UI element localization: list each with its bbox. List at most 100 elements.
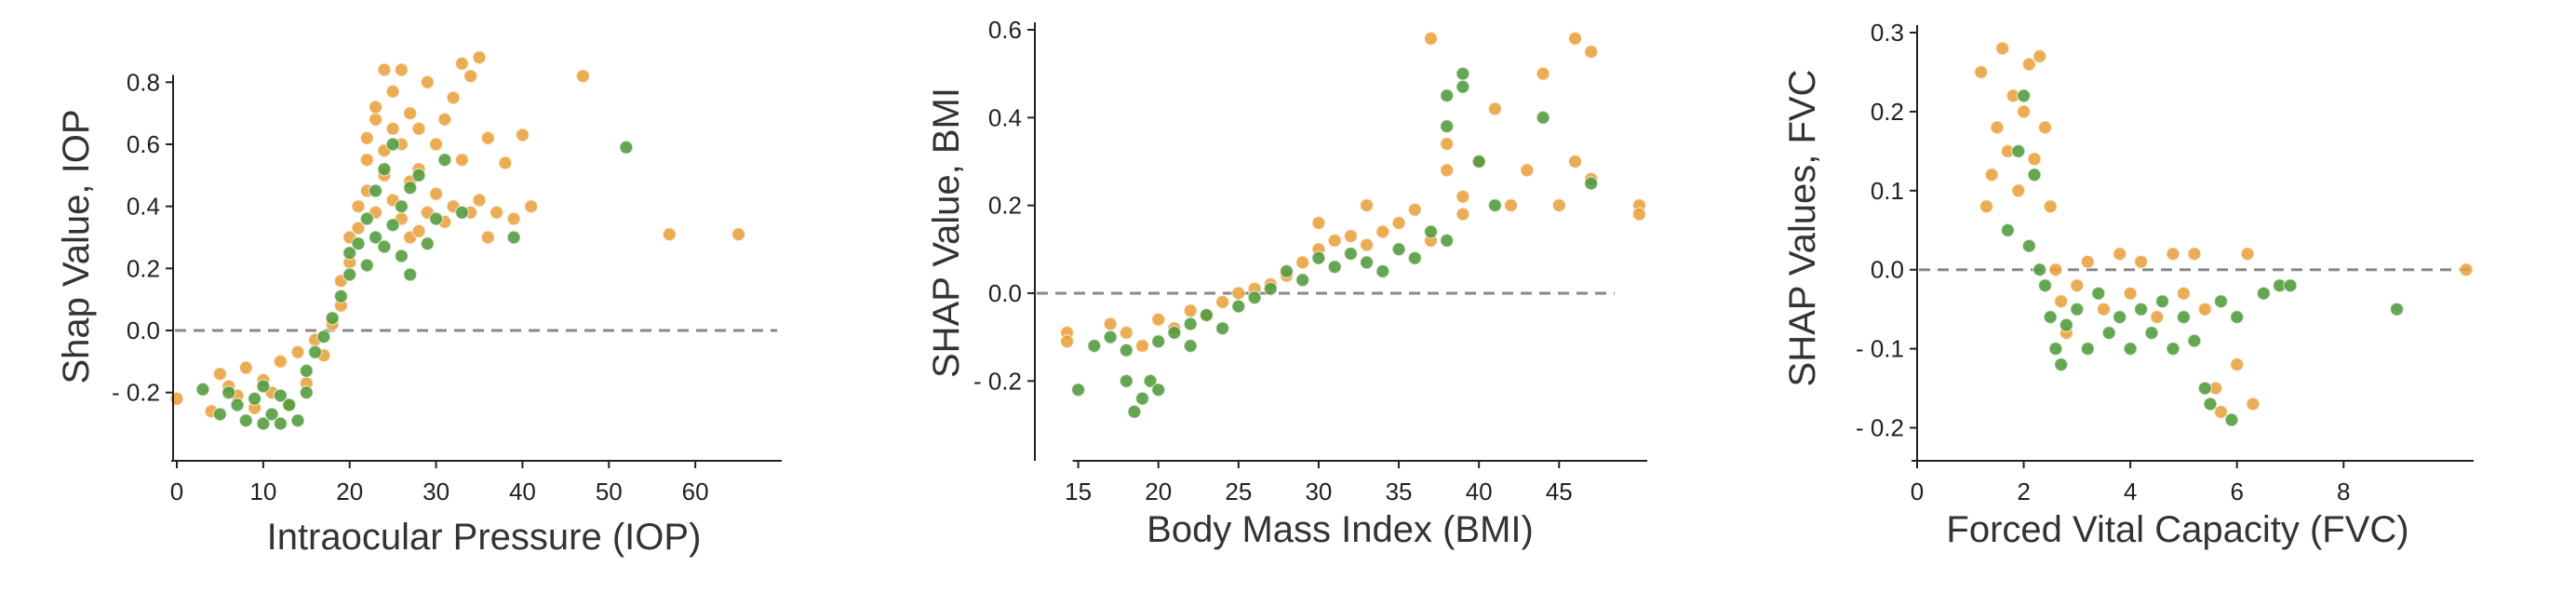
y-tick-label: 0.1 <box>1871 177 1904 205</box>
scatter-point <box>2027 168 2042 182</box>
scatter-point <box>2213 404 2229 420</box>
scatter-point <box>454 205 470 221</box>
scatter-point <box>1407 202 1423 218</box>
scatter-point <box>1487 101 1503 116</box>
scatter-point <box>428 211 444 226</box>
scatter-point <box>1456 207 1470 222</box>
scatter-point <box>454 56 470 72</box>
scatter-point <box>1471 154 1486 169</box>
y-tick-label: 0.8 <box>127 68 160 96</box>
scatter-point <box>256 379 271 394</box>
scatter-point <box>256 416 271 431</box>
x-tick-label: 15 <box>1065 478 1092 505</box>
x-tick-label: 20 <box>336 478 363 505</box>
scatter-point <box>385 137 400 152</box>
chart-panel-fvc: 0 2 4 6 8 - 0.2 - 0.1 0.0 0.1 0.2 0.3 Forced Vita… <box>1782 19 2474 550</box>
scatter-point <box>506 230 521 245</box>
scatter-point <box>247 391 262 407</box>
scatter-point <box>1567 154 1583 169</box>
x-tick-label: 4 <box>2124 478 2137 505</box>
scatter-point <box>2096 302 2112 317</box>
scatter-point <box>385 217 400 233</box>
scatter-point <box>1150 334 1166 349</box>
scatter-point <box>2091 286 2106 301</box>
scatter-point <box>1973 64 1989 80</box>
scatter-point <box>1456 189 1470 204</box>
scatter-point <box>2283 277 2298 293</box>
scatter-point <box>1423 224 1439 239</box>
scatter-point <box>2112 246 2127 262</box>
scatter-point <box>2150 309 2165 325</box>
scatter-point <box>385 121 400 137</box>
scatter-point <box>1327 259 1342 275</box>
scatter-point <box>1439 88 1455 103</box>
scatter-point <box>307 344 323 360</box>
scatter-point <box>2229 309 2245 325</box>
scatter-point <box>2459 262 2474 277</box>
scatter-point <box>1263 281 1279 296</box>
scatter-point <box>273 388 288 403</box>
scatter-point <box>1247 290 1262 305</box>
scatter-point <box>1127 404 1142 420</box>
scatter-point <box>1183 338 1198 354</box>
scatter-point <box>480 230 496 245</box>
scatter-point <box>1199 307 1214 323</box>
scatter-point <box>1231 286 1246 301</box>
scatter-point <box>1439 163 1455 178</box>
scatter-point <box>619 140 634 155</box>
scatter-point <box>342 245 357 261</box>
scatter-point <box>359 211 375 226</box>
scatter-point <box>437 112 452 128</box>
scatter-point <box>1439 118 1455 134</box>
x-tick-label: 50 <box>596 478 623 505</box>
scatter-point <box>1167 325 1182 341</box>
scatter-point <box>411 168 426 183</box>
scatter-point <box>2053 293 2069 309</box>
scatter-point <box>1423 31 1439 47</box>
x-axis-label: Intraocular Pressure (IOP) <box>267 517 702 558</box>
scatter-point <box>2112 309 2127 325</box>
y-tick-label: - 0.1 <box>1856 335 1904 363</box>
scatter-point <box>377 62 392 77</box>
x-tick-labels: 15 20 25 30 35 40 45 <box>1065 461 1573 505</box>
scatter-point <box>351 221 366 236</box>
scatter-point <box>662 226 678 242</box>
scatter-point <box>1214 294 1230 310</box>
scatter-point <box>402 267 418 282</box>
scatter-point <box>2133 302 2149 317</box>
scatter-point <box>2037 277 2053 293</box>
axes <box>1912 25 2474 462</box>
scatter-point <box>2123 286 2138 301</box>
y-tick-label: - 0.2 <box>973 367 1022 395</box>
scatter-point <box>1375 224 1390 239</box>
scatter-point <box>1583 44 1599 60</box>
scatter-point <box>1359 237 1375 252</box>
y-tick-label: 0.0 <box>988 279 1022 307</box>
y-axis-label: SHAP Values, FVC <box>1782 70 1823 387</box>
scatter-point <box>402 180 418 195</box>
scatter-point <box>1143 373 1158 389</box>
scatter-point <box>1214 320 1230 336</box>
scatter-point <box>2059 317 2074 332</box>
scatter-point <box>2154 293 2170 309</box>
scatter-point <box>411 121 426 137</box>
scatter-point <box>454 152 470 168</box>
scatter-point <box>2053 357 2069 372</box>
y-tick-labels: - 0.2 0.0 0.2 0.4 0.6 <box>973 16 1035 395</box>
scatter-point <box>446 90 461 105</box>
scatter-point <box>2048 341 2063 357</box>
scatter-point <box>368 100 383 115</box>
scatter-point <box>2176 309 2192 325</box>
scatter-point <box>1311 215 1326 231</box>
scatter-point <box>489 205 504 221</box>
scatter-point <box>515 128 530 142</box>
scatter-point <box>264 407 279 422</box>
x-tick-label: 30 <box>1305 478 1332 505</box>
scatter-point <box>428 186 444 202</box>
scatter-point <box>2101 325 2116 341</box>
scatter-point <box>1631 207 1647 222</box>
scatter-point <box>1087 338 1102 354</box>
scatter-point <box>325 310 340 326</box>
y-tick-label: 0.4 <box>988 103 1022 131</box>
